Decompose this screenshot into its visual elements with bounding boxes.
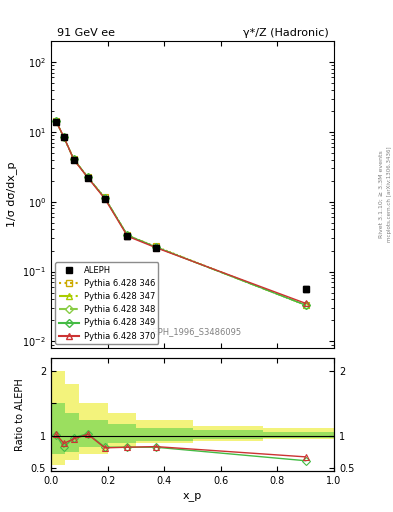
Text: 91 GeV ee: 91 GeV ee: [57, 28, 115, 38]
Y-axis label: Ratio to ALEPH: Ratio to ALEPH: [15, 378, 25, 451]
Text: mcplots.cern.ch [arXiv:1306.3436]: mcplots.cern.ch [arXiv:1306.3436]: [387, 147, 391, 242]
Text: ALEPH_1996_S3486095: ALEPH_1996_S3486095: [143, 327, 242, 336]
Legend: ALEPH, Pythia 6.428 346, Pythia 6.428 347, Pythia 6.428 348, Pythia 6.428 349, P: ALEPH, Pythia 6.428 346, Pythia 6.428 34…: [55, 263, 158, 344]
Text: Rivet 3.1.10; ≥ 3.3M events: Rivet 3.1.10; ≥ 3.3M events: [379, 151, 384, 239]
X-axis label: x_p: x_p: [183, 492, 202, 501]
Y-axis label: 1/σ dσ/dx_p: 1/σ dσ/dx_p: [6, 162, 17, 227]
Text: γ*/Z (Hadronic): γ*/Z (Hadronic): [242, 28, 329, 38]
